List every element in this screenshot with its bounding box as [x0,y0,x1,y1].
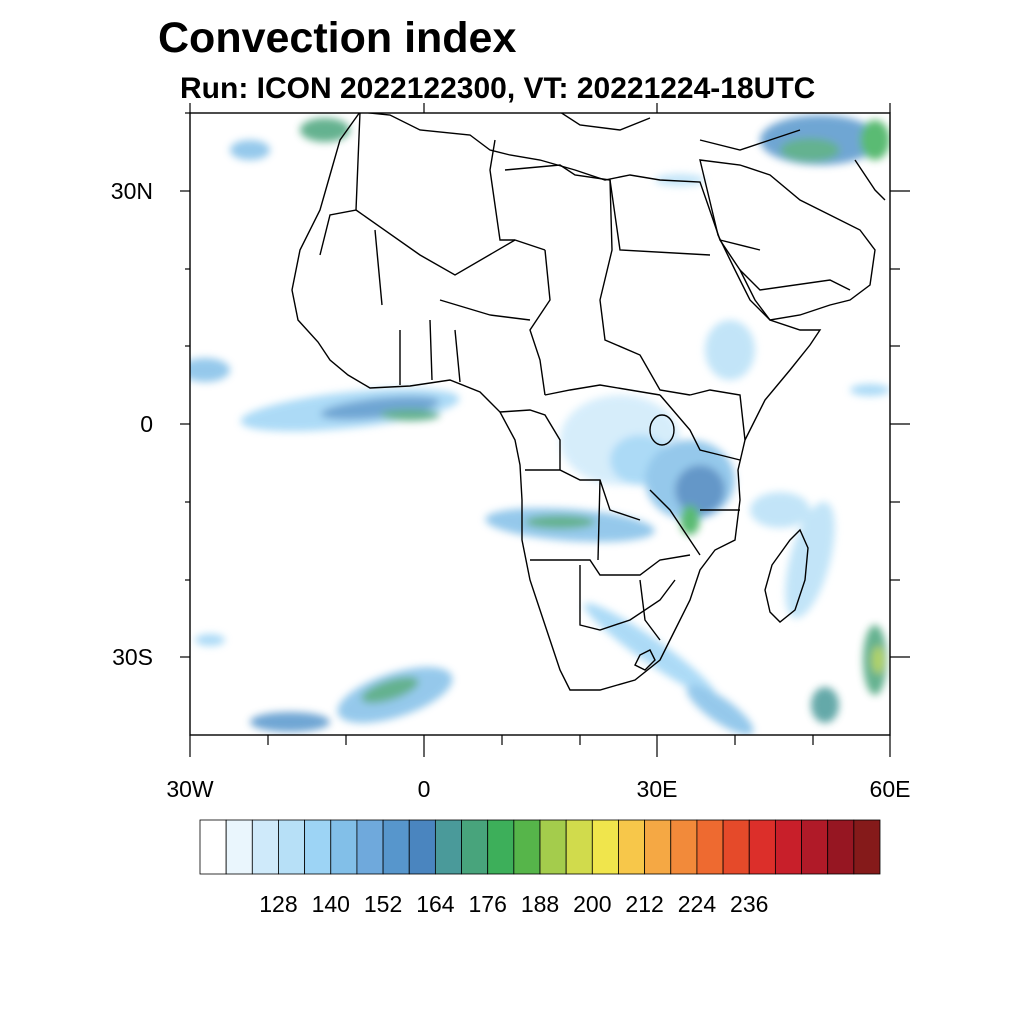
colorbar-swatch [774,819,802,875]
colorbar-swatch [644,819,672,875]
map-plot-area [190,113,890,735]
lon-label-0: 0 [418,776,431,802]
colorbar-tick-label: 176 [469,891,507,917]
colorbar-swatch [487,819,515,875]
colorbar-labels: 128 140 152 164 176 188 200 212 224 236 [259,891,768,917]
coastlines-borders [291,113,886,691]
axis-ticks [180,103,910,757]
lat-label-30n: 30N [111,178,153,204]
colorbar-swatch [461,819,489,875]
colorbar-tick-label: 200 [573,891,611,917]
convection-field [190,115,890,735]
colorbar-swatch [618,819,646,875]
colorbar-swatch [251,819,279,875]
colorbar-swatch [408,819,436,875]
colorbar-tick-label: 236 [730,891,768,917]
lat-label-0: 0 [140,411,153,437]
colorbar-tick-label: 212 [625,891,663,917]
colorbar-swatch [356,819,384,875]
colorbar-swatch [382,819,410,875]
lon-label-30w: 30W [166,776,214,802]
colorbar-tick-label: 152 [364,891,402,917]
colorbar-swatch [722,819,750,875]
colorbar-swatch [696,819,724,875]
colorbar-swatch [827,819,855,875]
chart-subtitle: Run: ICON 2022122300, VT: 20221224-18UTC [180,72,816,105]
colorbar-swatch [434,819,462,875]
colorbar-tick-label: 188 [521,891,559,917]
colorbar-swatch [748,819,776,875]
lon-label-60e: 60E [870,776,911,802]
colorbar-tick-label: 140 [312,891,350,917]
lon-label-30e: 30E [637,776,678,802]
colorbar-swatch [591,819,619,875]
colorbar-swatch [539,819,567,875]
colorbar-swatch [801,819,829,875]
colorbar-swatch [565,819,593,875]
colorbar-swatch [278,819,306,875]
chart-title: Convection index [158,14,517,62]
colorbar-tick-label: 128 [259,891,297,917]
colorbar-swatch [330,819,358,875]
colorbar-tick-label: 224 [678,891,717,917]
colorbar [199,819,881,875]
colorbar-swatch [853,819,881,875]
colorbar-swatch [304,819,332,875]
colorbar-swatch [670,819,698,875]
lat-label-30s: 30S [112,644,153,670]
colorbar-tick-label: 164 [416,891,455,917]
colorbar-swatch [513,819,541,875]
colorbar-swatch [199,819,227,875]
colorbar-swatch [225,819,253,875]
